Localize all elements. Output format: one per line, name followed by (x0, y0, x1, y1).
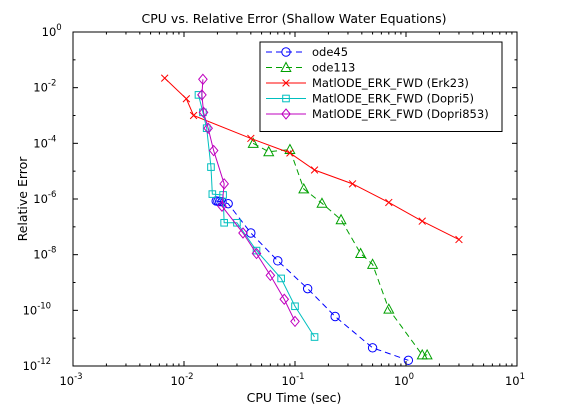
legend-box (259, 41, 503, 132)
data-point (247, 134, 255, 143)
legend-label: ode113 (312, 61, 355, 75)
data-point (298, 182, 310, 194)
data-point (291, 302, 299, 311)
data-point (197, 89, 207, 101)
data-point (330, 311, 340, 322)
data-point (302, 283, 313, 294)
chart-title: CPU vs. Relative Error (Shallow Water Eq… (142, 11, 447, 26)
data-point (217, 200, 227, 213)
data-point (208, 190, 217, 198)
data-point (207, 163, 215, 171)
series-line (201, 79, 296, 322)
data-point (198, 73, 208, 86)
data-point (354, 247, 367, 259)
data-point (182, 94, 191, 103)
y-axis-label: Relative Error (15, 156, 30, 242)
data-point (385, 198, 393, 207)
y-tick-exponent: -2 (48, 79, 56, 89)
series-0 (211, 196, 414, 366)
series-2 (160, 74, 463, 244)
data-point (290, 315, 300, 328)
data-point (366, 258, 379, 269)
data-point (203, 122, 213, 134)
legend-label: MatlODE_ERK_FWD (Erk23) (312, 76, 469, 90)
axes: 10-3 10-2 10-1 100 10110-1210-1010-810-610-4… (23, 23, 525, 388)
legend-item: ode45 (266, 45, 348, 59)
x-axis-label: CPU Time (sec) (247, 390, 342, 405)
data-point (403, 355, 414, 366)
data-point (348, 180, 357, 188)
y-tick-exponent: -12 (37, 357, 51, 367)
data-point (367, 343, 378, 353)
legend-item: ode113 (266, 61, 355, 75)
data-point (277, 274, 285, 283)
x-tick-exponent: 0 (409, 372, 414, 382)
data-point (251, 247, 262, 260)
data-point (310, 166, 319, 174)
x-tick-exponent: -1 (296, 372, 304, 382)
data-point (316, 197, 328, 208)
data-point (189, 111, 198, 120)
legend-marker (282, 79, 290, 87)
legend-label: MatlODE_ERK_FWD (Dopri5) (312, 92, 474, 106)
legend-marker (281, 108, 291, 120)
legend-label: MatlODE_ERK_FWD (Dopri853) (312, 107, 489, 121)
legend-marker (281, 47, 291, 57)
x-tick-exponent: 1 (520, 372, 525, 382)
data-point (418, 217, 426, 225)
series-line (216, 200, 409, 361)
data-point (265, 269, 276, 282)
legend-label: ode45 (312, 45, 348, 59)
data-point (279, 293, 290, 306)
series-4 (197, 73, 300, 328)
y-tick-exponent: -4 (48, 134, 56, 144)
plot-area (160, 73, 463, 366)
data-point (160, 74, 169, 82)
x-tick-exponent: -2 (185, 372, 193, 382)
legend-marker (280, 61, 292, 72)
data-point (263, 145, 275, 157)
legend-marker (282, 94, 290, 103)
data-point (455, 235, 463, 244)
x-tick-exponent: -3 (74, 372, 82, 382)
y-tick-exponent: 0 (56, 23, 61, 33)
data-point (383, 303, 395, 314)
data-point (247, 137, 259, 148)
data-point (220, 218, 228, 227)
legend-item: MatlODE_ERK_FWD (Erk23) (266, 76, 469, 90)
y-tick-exponent: -10 (37, 301, 51, 311)
legend-item: MatlODE_ERK_FWD (Dopri5) (266, 92, 474, 106)
y-tick-exponent: -8 (48, 246, 56, 256)
data-point (219, 178, 230, 190)
data-point (273, 256, 283, 266)
y-tick-exponent: -6 (48, 190, 56, 200)
data-point (238, 227, 248, 239)
data-point (208, 144, 219, 157)
data-point (335, 213, 347, 225)
data-point (286, 149, 294, 157)
data-point (310, 333, 319, 341)
legend-item: MatlODE_ERK_FWD (Dopri853) (266, 107, 489, 121)
data-point (198, 106, 209, 119)
series-line (164, 77, 460, 240)
data-point (421, 348, 433, 360)
